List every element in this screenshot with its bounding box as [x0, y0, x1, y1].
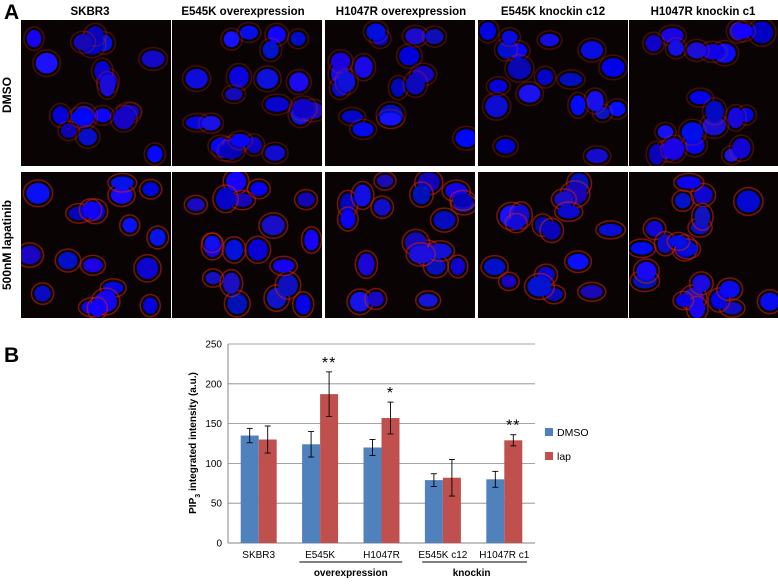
micrograph-image: [172, 172, 322, 318]
x-tick-label: E545K: [305, 550, 335, 561]
micrograph-image: [629, 172, 778, 318]
bar: [302, 444, 321, 543]
bar: [486, 479, 505, 543]
bar: [363, 447, 382, 543]
y-tick-label: 150: [205, 419, 222, 430]
micrograph-image: [478, 20, 628, 166]
y-tick-label: 100: [205, 459, 222, 470]
column-title-e545k-knockin: E545K knockin c12: [500, 6, 606, 18]
micrograph-image: [172, 20, 322, 166]
column-title-e545k-overexpression: E545K overexpression: [181, 6, 305, 18]
legend-swatch: [545, 452, 553, 460]
bar: [240, 435, 259, 543]
bar: [504, 440, 523, 543]
significance-marker: **: [506, 418, 520, 435]
legend-label: DMSO: [557, 427, 589, 439]
group-label-knockin: knockin: [453, 568, 491, 579]
x-tick-label: H1047R: [363, 550, 400, 561]
bar: [381, 418, 400, 543]
panel-b-letter: B: [4, 344, 20, 367]
legend-label: lap: [557, 451, 571, 463]
x-tick-label: SKBR3: [242, 550, 275, 561]
column-title-h1047r-overexpression: H1047R overexpression: [335, 6, 467, 18]
x-tick-label: E545K c12: [418, 550, 467, 561]
panel-a-letter: A: [4, 1, 20, 24]
group-label-overexpression: overexpression: [314, 568, 388, 579]
y-tick-label: 50: [211, 499, 223, 510]
bar: [320, 394, 339, 543]
y-tick-label: 0: [216, 539, 222, 550]
micrograph-image: [21, 20, 171, 166]
micrograph-image: [325, 20, 475, 166]
bar: [258, 439, 277, 543]
y-tick-label: 200: [205, 379, 222, 390]
column-title-h1047r-knockin: H1047R knockin c1: [650, 6, 756, 18]
micrograph-image: [629, 20, 778, 166]
column-title-skbr3: SKBR3: [70, 6, 110, 18]
significance-marker: **: [322, 355, 336, 372]
y-axis-label: PIP3 integrated intensity (a.u.): [188, 372, 202, 514]
y-tick-label: 250: [205, 340, 222, 351]
bar: [424, 480, 443, 543]
micrograph-image: [21, 172, 171, 318]
bar: [442, 477, 461, 543]
x-tick-label: H1047R c1: [479, 550, 529, 561]
legend-swatch: [545, 428, 553, 436]
micrograph-image: [325, 172, 475, 318]
significance-marker: *: [387, 385, 394, 402]
micrograph-image: [478, 172, 628, 318]
